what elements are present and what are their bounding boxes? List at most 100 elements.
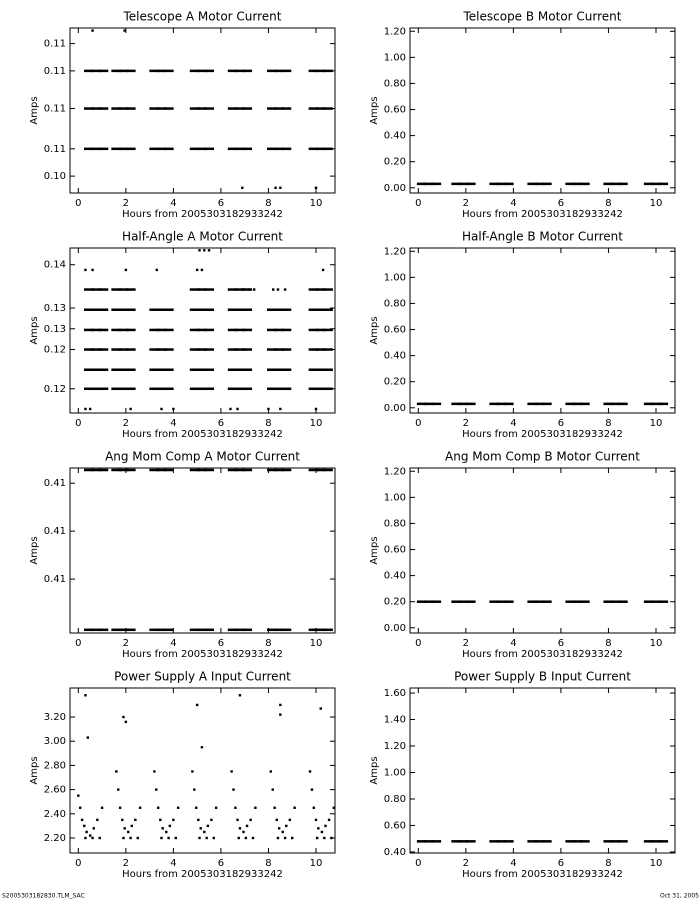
data-point — [195, 703, 199, 707]
chart-title: Ang Mom Comp A Motor Current — [105, 450, 300, 464]
x-axis-label: Hours from 2005303182933242 — [122, 209, 283, 220]
data-point — [234, 806, 237, 809]
x-tick-label: 6 — [558, 418, 564, 429]
data-point — [121, 818, 124, 822]
y-tick-label: 1.20 — [384, 466, 406, 477]
data-point — [127, 830, 130, 834]
y-tick-label: 0.41 — [44, 478, 66, 489]
y-tick-label: 0.12 — [44, 345, 66, 356]
data-point — [200, 746, 204, 749]
data-point — [124, 720, 128, 724]
x-tick-label: 8 — [605, 638, 611, 649]
x-tick-label: 4 — [170, 418, 176, 429]
x-tick-label: 10 — [650, 198, 663, 209]
plot-frame — [409, 687, 676, 854]
data-point — [191, 770, 194, 773]
y-tick-label: 0.00 — [384, 623, 406, 634]
data-point — [230, 770, 233, 773]
data-point — [115, 770, 118, 773]
x-tick-label: 8 — [265, 418, 271, 429]
y-tick-label: 0.00 — [384, 183, 406, 194]
data-point — [203, 249, 206, 252]
data-point — [272, 288, 275, 291]
x-tick-label: 0 — [415, 198, 421, 209]
data-point — [293, 806, 296, 809]
data-point — [317, 827, 320, 830]
data-point — [80, 818, 84, 822]
plot-frame — [69, 247, 336, 414]
data-point — [244, 836, 248, 840]
x-tick-label: 2 — [123, 198, 129, 209]
y-tick-label: 1.00 — [384, 52, 406, 63]
data-point — [332, 806, 336, 809]
data-point — [274, 186, 277, 190]
x-tick-label: 8 — [605, 198, 611, 209]
data-point — [122, 715, 125, 719]
y-tick-label: 0.41 — [44, 574, 66, 585]
data-point — [156, 806, 160, 809]
data-point — [84, 407, 87, 411]
data-point — [279, 703, 282, 707]
x-tick-label: 6 — [218, 858, 224, 869]
data-point — [89, 407, 92, 411]
data-point — [195, 806, 198, 809]
data-point — [176, 806, 180, 809]
y-tick-label: 1.60 — [384, 688, 406, 699]
x-axis-label: Hours from 2005303182933242 — [462, 429, 623, 440]
data-point — [84, 268, 87, 272]
chart-title: Power Supply A Input Current — [114, 670, 291, 684]
data-point — [254, 806, 257, 809]
x-axis-label: Hours from 2005303182933242 — [122, 649, 283, 660]
data-point — [198, 836, 201, 840]
plot-frame — [69, 467, 336, 634]
footer-left: S2005303182830.TLM_SAC — [2, 893, 85, 900]
x-tick-label: 2 — [463, 418, 469, 429]
x-tick-label: 2 — [463, 858, 469, 869]
data-point — [168, 824, 172, 828]
x-tick-label: 10 — [310, 198, 323, 209]
y-tick-label: 0.40 — [384, 571, 406, 582]
y-tick-label: 0.40 — [384, 131, 406, 142]
x-tick-label: 0 — [415, 638, 421, 649]
data-point — [165, 830, 168, 834]
data-point — [193, 788, 196, 791]
data-point — [291, 836, 294, 840]
x-tick-label: 4 — [510, 858, 516, 869]
y-tick-label: 2.40 — [44, 809, 66, 820]
data-point — [320, 830, 324, 834]
data-point — [249, 818, 252, 822]
data-point — [251, 836, 255, 840]
data-point — [288, 818, 292, 822]
x-tick-label: 6 — [558, 198, 564, 209]
y-tick-label: 0.11 — [44, 144, 66, 155]
y-tick-label: 0.13 — [44, 324, 66, 335]
data-point — [84, 836, 87, 840]
x-tick-label: 8 — [265, 638, 271, 649]
y-tick-label: 0.41 — [44, 526, 66, 537]
data-point — [118, 806, 122, 809]
data-point — [83, 824, 86, 828]
x-tick-label: 6 — [558, 638, 564, 649]
x-tick-label: 10 — [650, 638, 663, 649]
data-point — [276, 288, 280, 291]
y-tick-label: 1.00 — [384, 492, 406, 503]
y-axis-label: Amps — [369, 536, 380, 564]
chart-title: Power Supply B Input Current — [454, 670, 631, 684]
data-point — [160, 407, 163, 411]
data-point — [237, 836, 240, 840]
y-tick-label: 0.60 — [384, 820, 406, 831]
data-point — [172, 407, 175, 411]
data-point — [89, 834, 92, 837]
x-tick-label: 4 — [510, 638, 516, 649]
data-point — [79, 806, 82, 809]
x-tick-label: 8 — [265, 198, 271, 209]
data-point — [160, 836, 163, 840]
data-point — [314, 186, 318, 190]
data-point — [130, 824, 133, 828]
data-point — [91, 836, 94, 840]
y-axis-label: Amps — [29, 756, 40, 784]
y-tick-label: 3.00 — [44, 736, 66, 747]
data-point — [267, 407, 270, 411]
data-point — [242, 830, 245, 834]
plot-frame — [409, 247, 676, 414]
